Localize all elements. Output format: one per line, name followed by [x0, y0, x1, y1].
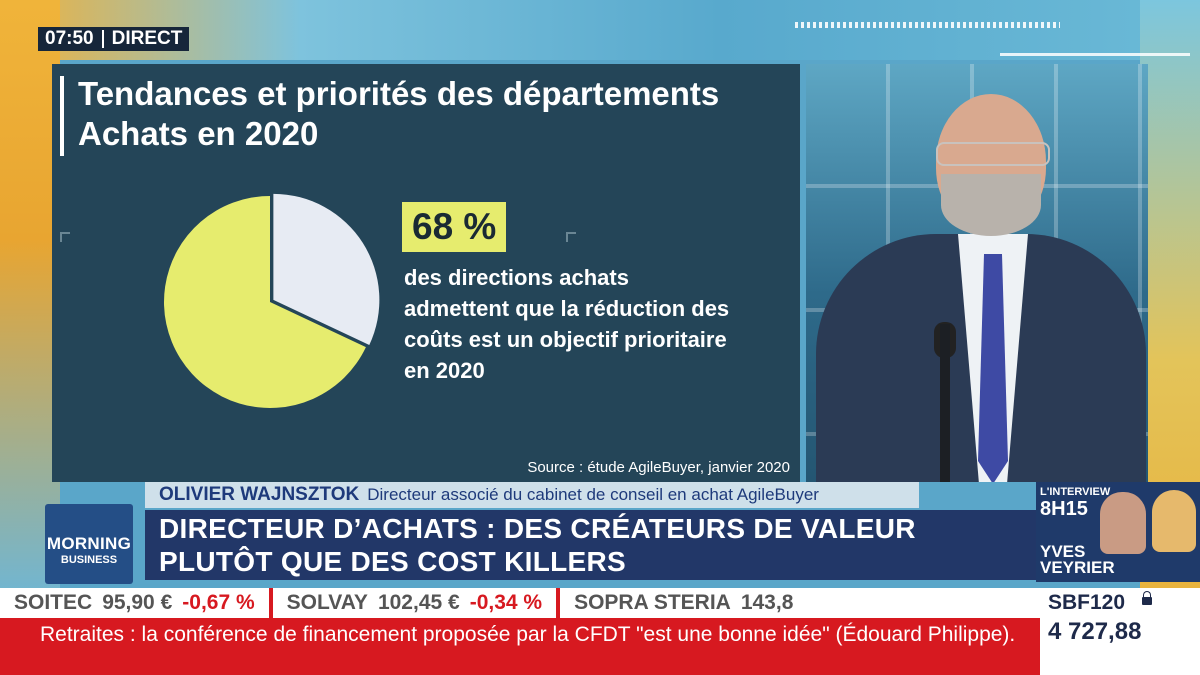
- guest-glasses: [936, 142, 1050, 166]
- percentage-highlight: 68 %: [402, 202, 507, 252]
- ticker-symbol: SOLVAY: [286, 591, 368, 614]
- index-name: SBF120: [1048, 591, 1126, 614]
- infographic-panel: Tendances et priorités des départements …: [52, 64, 800, 482]
- live-clock: 07:50 DIRECT: [38, 27, 190, 51]
- clock-separator: [101, 30, 104, 48]
- index-value: 4 727,88: [1048, 618, 1142, 645]
- decorative-line: [1000, 53, 1190, 56]
- news-crawl: Retraites : la conférence de financement…: [0, 618, 1040, 675]
- corner-bracket: [60, 232, 70, 242]
- lower-third: OLIVIER WAJNSZTOK Directeur associé du c…: [145, 482, 1037, 582]
- interview-time: 8H15: [1040, 498, 1088, 520]
- ticker-change: -0,34 %: [469, 591, 543, 614]
- ticker-item: SOPRA STERIA 143,8: [560, 588, 817, 618]
- guest-portrait: [1100, 492, 1146, 554]
- show-logo-title: MORNING: [46, 534, 132, 553]
- headline-line-2: PLUTÔT QUE DES COST KILLERS: [159, 546, 627, 577]
- decorative-dots: [795, 22, 1060, 28]
- show-logo: MORNING BUSINESS: [45, 504, 133, 584]
- title-accent-bar: [60, 76, 64, 156]
- background-top: [0, 0, 1200, 60]
- guest-name: OLIVIER WAJNSZTOK: [159, 484, 360, 505]
- show-logo-subtitle: BUSINESS: [60, 554, 118, 566]
- host-portrait: [1152, 490, 1196, 552]
- source-note: Source : étude AgileBuyer, janvier 2020: [527, 459, 790, 476]
- interview-guest: YVES VEYRIER: [1040, 542, 1115, 577]
- guest-beard: [941, 174, 1041, 236]
- headline-line-1: DIRECTEUR D’ACHATS : DES CRÉATEURS DE VA…: [159, 513, 916, 544]
- ticker-item: SOLVAY 102,45 € -0,34 %: [273, 588, 561, 618]
- news-text: Retraites : la conférence de financement…: [40, 623, 1016, 646]
- ticker-symbol: SOITEC: [14, 591, 93, 614]
- ticker-price: 95,90 €: [102, 591, 173, 614]
- lock-icon: [1142, 591, 1152, 605]
- interview-guest-first: YVES: [1040, 542, 1086, 561]
- infographic-title: Tendances et priorités des départements …: [78, 75, 720, 152]
- ticker-price: 102,45 €: [377, 591, 460, 614]
- ticker-item: SOITEC 95,90 € -0,67 %: [0, 588, 273, 618]
- background-left: [0, 0, 60, 600]
- presenter-video: [806, 64, 1148, 482]
- interview-promo: L'INTERVIEW 8H15 YVES VEYRIER: [1036, 482, 1200, 582]
- microphone-stand: [940, 324, 950, 482]
- infographic-description: des directions achats admettent que la r…: [404, 265, 730, 383]
- clock-time: 07:50: [45, 28, 94, 49]
- guest-role: Directeur associé du cabinet de conseil …: [367, 485, 819, 504]
- corner-bracket: [566, 232, 576, 242]
- live-label: DIRECT: [111, 28, 183, 49]
- guest-tie: [978, 254, 1008, 482]
- guest-name-bar: OLIVIER WAJNSZTOK Directeur associé du c…: [145, 482, 919, 508]
- interview-label: L'INTERVIEW: [1040, 486, 1111, 498]
- headline-box: DIRECTEUR D’ACHATS : DES CRÉATEURS DE VA…: [145, 510, 1037, 580]
- pie-slice-remainder: [273, 193, 380, 345]
- ticker-price: 143,8: [740, 591, 794, 614]
- stock-ticker: SOITEC 95,90 € -0,67 % SOLVAY 102,45 € -…: [0, 588, 1040, 618]
- interview-guest-last: VEYRIER: [1040, 558, 1115, 577]
- pie-chart: [164, 193, 380, 408]
- index-box: SBF120 4 727,88: [1040, 588, 1200, 675]
- pie-slice-highlight: [164, 196, 366, 408]
- ticker-change: -0,67 %: [182, 591, 255, 614]
- ticker-symbol: SOPRA STERIA: [574, 591, 731, 614]
